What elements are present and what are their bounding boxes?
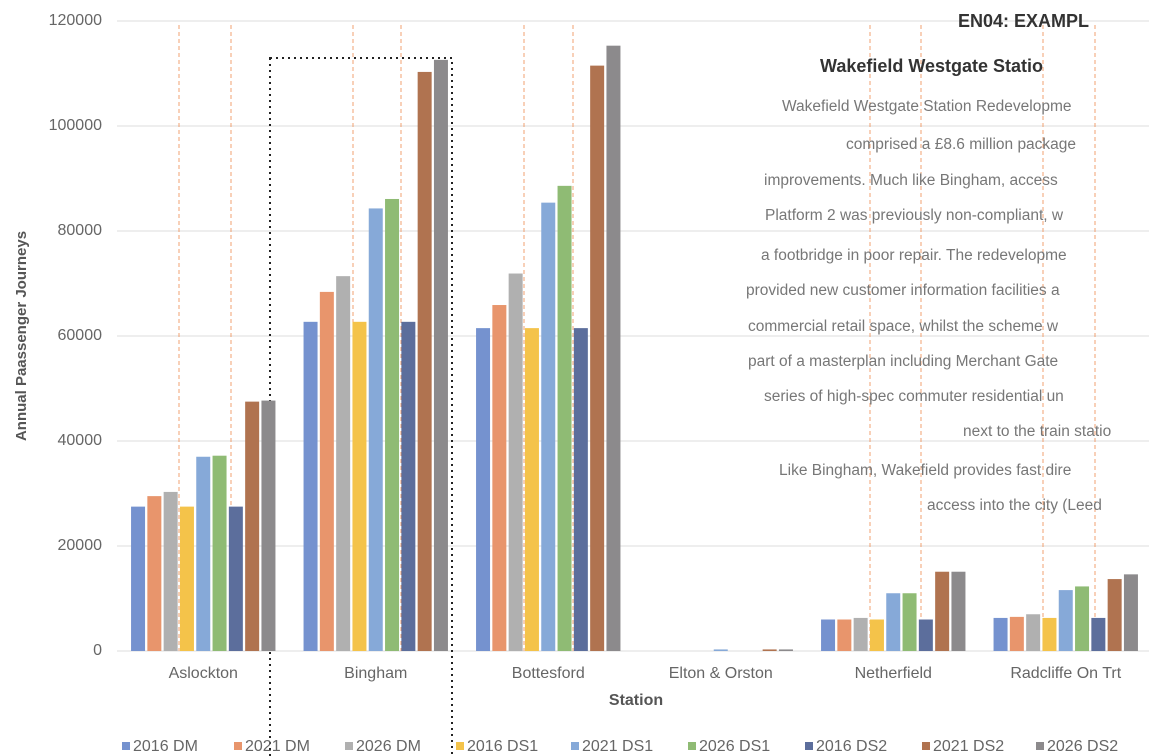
bar bbox=[1123, 574, 1138, 651]
x-tick-label: Netherfield bbox=[855, 665, 932, 682]
bar bbox=[762, 649, 777, 651]
x-tick-label: Bingham bbox=[344, 665, 407, 682]
legend-swatch bbox=[805, 742, 813, 750]
legend-label: 2016 DS1 bbox=[467, 738, 538, 755]
legend-label: 2016 DS2 bbox=[816, 738, 887, 755]
bar bbox=[476, 328, 491, 651]
bar bbox=[853, 617, 868, 651]
bar bbox=[368, 208, 383, 652]
bar bbox=[147, 496, 162, 651]
bar bbox=[319, 291, 334, 651]
legend-label: 2026 DM bbox=[356, 738, 421, 755]
bar bbox=[590, 65, 605, 651]
x-tick-label: Bottesford bbox=[512, 665, 585, 682]
bar bbox=[1009, 616, 1024, 651]
bar bbox=[131, 506, 146, 651]
bar bbox=[778, 649, 793, 651]
legend-swatch bbox=[234, 742, 242, 750]
bar bbox=[713, 649, 728, 651]
bar bbox=[401, 321, 416, 651]
bar bbox=[492, 305, 507, 651]
bar bbox=[261, 400, 276, 651]
bar bbox=[951, 571, 966, 651]
y-tick-label: 0 bbox=[93, 642, 102, 659]
bar bbox=[524, 328, 539, 651]
y-axis-title: Annual Paassenger Journeys bbox=[13, 231, 30, 441]
bar bbox=[245, 401, 260, 651]
y-tick-label: 120000 bbox=[49, 12, 102, 29]
legend-label: 2021 DS1 bbox=[582, 738, 653, 755]
bar bbox=[179, 506, 194, 651]
bar bbox=[541, 202, 556, 651]
x-tick-label: Aslockton bbox=[169, 665, 238, 682]
bar bbox=[303, 321, 318, 651]
bar bbox=[935, 571, 950, 651]
y-tick-label: 40000 bbox=[58, 432, 103, 449]
annotation-line: a footbridge in poor repair. The redevel… bbox=[761, 247, 1067, 264]
bar bbox=[837, 619, 852, 651]
bar bbox=[212, 455, 227, 651]
bar bbox=[417, 71, 432, 652]
bar bbox=[433, 59, 448, 652]
bar bbox=[508, 273, 523, 651]
annotation-title: EN04: EXAMPL bbox=[958, 11, 1089, 31]
y-tick-label: 80000 bbox=[58, 222, 103, 239]
annotation-line: series of high-spec commuter residential… bbox=[764, 388, 1064, 405]
y-tick-label: 100000 bbox=[49, 117, 102, 134]
x-tick-label: Elton & Orston bbox=[669, 665, 773, 682]
bar bbox=[918, 619, 933, 651]
legend-label: 2026 DS1 bbox=[699, 738, 770, 755]
annotation-line: access into the city (Leed bbox=[927, 497, 1102, 514]
legend-label: 2016 DM bbox=[133, 738, 198, 755]
bar bbox=[163, 491, 178, 651]
x-axis-title: Station bbox=[609, 692, 663, 709]
annotation-line: provided new customer information facili… bbox=[746, 282, 1060, 299]
bar bbox=[1026, 614, 1041, 651]
annotation-line: improvements. Much like Bingham, access bbox=[764, 172, 1058, 189]
legend-label: 2026 DS2 bbox=[1047, 738, 1118, 755]
bar bbox=[1107, 579, 1122, 651]
legend-label: 2021 DM bbox=[245, 738, 310, 755]
bar bbox=[196, 456, 211, 651]
bar bbox=[1042, 617, 1057, 651]
legend-swatch bbox=[922, 742, 930, 750]
bar bbox=[1075, 586, 1090, 651]
annotation-line: commercial retail space, whilst the sche… bbox=[748, 318, 1059, 335]
annotation-subtitle: Wakefield Westgate Statio bbox=[820, 56, 1043, 76]
annotation-line: next to the train statio bbox=[963, 423, 1111, 440]
bar bbox=[993, 617, 1008, 651]
bar bbox=[336, 276, 351, 651]
bar bbox=[821, 619, 836, 651]
bar bbox=[606, 45, 621, 652]
annotation-line: Platform 2 was previously non-compliant,… bbox=[765, 207, 1064, 224]
bar bbox=[573, 328, 588, 651]
legend-swatch bbox=[571, 742, 579, 750]
bar bbox=[902, 593, 917, 651]
legend-label: 2021 DS2 bbox=[933, 738, 1004, 755]
y-tick-label: 60000 bbox=[58, 327, 103, 344]
legend-swatch bbox=[456, 742, 464, 750]
x-tick-label: Radcliffe On Trt bbox=[1010, 665, 1121, 682]
bar bbox=[385, 198, 400, 651]
legend-swatch bbox=[122, 742, 130, 750]
legend-swatch bbox=[1036, 742, 1044, 750]
bar bbox=[869, 619, 884, 651]
bar bbox=[352, 321, 367, 651]
bar bbox=[228, 506, 243, 651]
bar bbox=[886, 593, 901, 651]
annotation-line: comprised a £8.6 million package bbox=[846, 136, 1076, 153]
annotation-line: part of a masterplan including Merchant … bbox=[748, 353, 1058, 370]
bar bbox=[1091, 617, 1106, 651]
bar bbox=[1058, 590, 1073, 651]
legend-swatch bbox=[345, 742, 353, 750]
y-tick-label: 20000 bbox=[58, 537, 103, 554]
annotation-line: Like Bingham, Wakefield provides fast di… bbox=[779, 462, 1071, 479]
bar bbox=[557, 185, 572, 651]
legend-swatch bbox=[688, 742, 696, 750]
annotation-line: Wakefield Westgate Station Redevelopme bbox=[782, 98, 1072, 115]
